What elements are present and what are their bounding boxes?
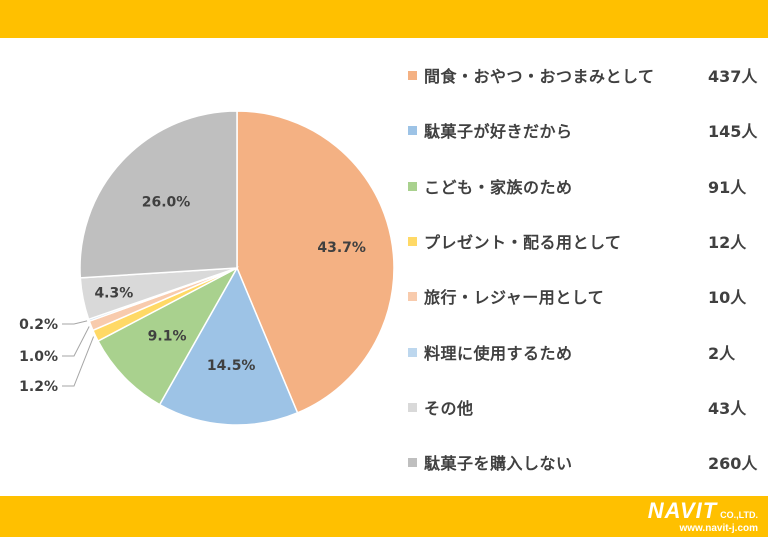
legend-label: 駄菓子が好きだから [424, 122, 573, 142]
legend-label: 旅行・レジャー用として [424, 288, 605, 308]
legend-item: プレゼント・配る用として 12人 [408, 226, 760, 256]
logo-suffix: CO.,LTD. [720, 510, 758, 520]
legend-item: その他 43人 [408, 392, 760, 422]
legend-label: 料理に使用するため [424, 343, 573, 363]
company-url: www.navit-j.com [679, 523, 758, 534]
legend-swatch [408, 126, 417, 136]
slice-data-label: 4.3% [94, 286, 133, 302]
legend-count: 145人 [708, 122, 758, 142]
legend-swatch [408, 236, 417, 246]
legend-count: 2人 [708, 343, 736, 363]
slice-data-label: 9.1% [148, 329, 187, 345]
legend-count: 10人 [708, 288, 747, 308]
legend-label: 駄菓子を購入しない [424, 454, 573, 474]
legend-label: こども・家族のため [424, 177, 573, 197]
legend-swatch [408, 71, 417, 80]
pie-slice [158, 266, 299, 426]
legend-swatch [408, 347, 417, 357]
slice-data-label: 1.2% [19, 379, 58, 395]
legend-swatch [408, 402, 417, 412]
legend-label: 間食・おやつ・おつまみとして [424, 67, 655, 86]
leader-line [62, 320, 88, 325]
legend-item: 間食・おやつ・おつまみとして 437人 [408, 60, 760, 90]
legend-swatch [408, 458, 417, 468]
legend-item: 旅行・レジャー用として 10人 [408, 281, 760, 311]
slice-data-label: 26.0% [142, 194, 191, 210]
leader-line [62, 326, 90, 357]
leader-line [62, 336, 95, 387]
legend-count: 91人 [708, 177, 747, 197]
legend-item: 料理に使用するため 2人 [408, 337, 760, 367]
pie-slice [97, 266, 239, 406]
slice-data-label: 14.5% [207, 358, 256, 374]
slice-data-label: 43.7% [317, 240, 366, 256]
company-logo: NAVIT CO.,LTD. www.navit-j.com [648, 500, 758, 535]
legend-count: 12人 [708, 232, 747, 252]
logo-text: NAVIT [647, 498, 718, 523]
legend-count: 437人 [708, 67, 758, 86]
legend-swatch [408, 181, 417, 191]
pie-slice [236, 110, 395, 414]
legend-item: 駄菓子が好きだから 145人 [408, 115, 760, 145]
pie-slice [79, 110, 238, 279]
legend-count: 260人 [708, 454, 758, 474]
legend-count: 43人 [708, 398, 747, 418]
slice-data-label: 1.0% [19, 349, 58, 365]
legend-item: 駄菓子を購入しない 260人 [408, 447, 760, 477]
legend-label: プレゼント・配る用として [424, 232, 622, 252]
legend-item: こども・家族のため 91人 [408, 171, 760, 201]
bottom-banner [0, 496, 768, 537]
top-banner [0, 0, 768, 38]
legend-swatch [408, 292, 417, 302]
legend-label: その他 [424, 398, 474, 418]
slice-data-label: 0.2% [19, 317, 58, 333]
